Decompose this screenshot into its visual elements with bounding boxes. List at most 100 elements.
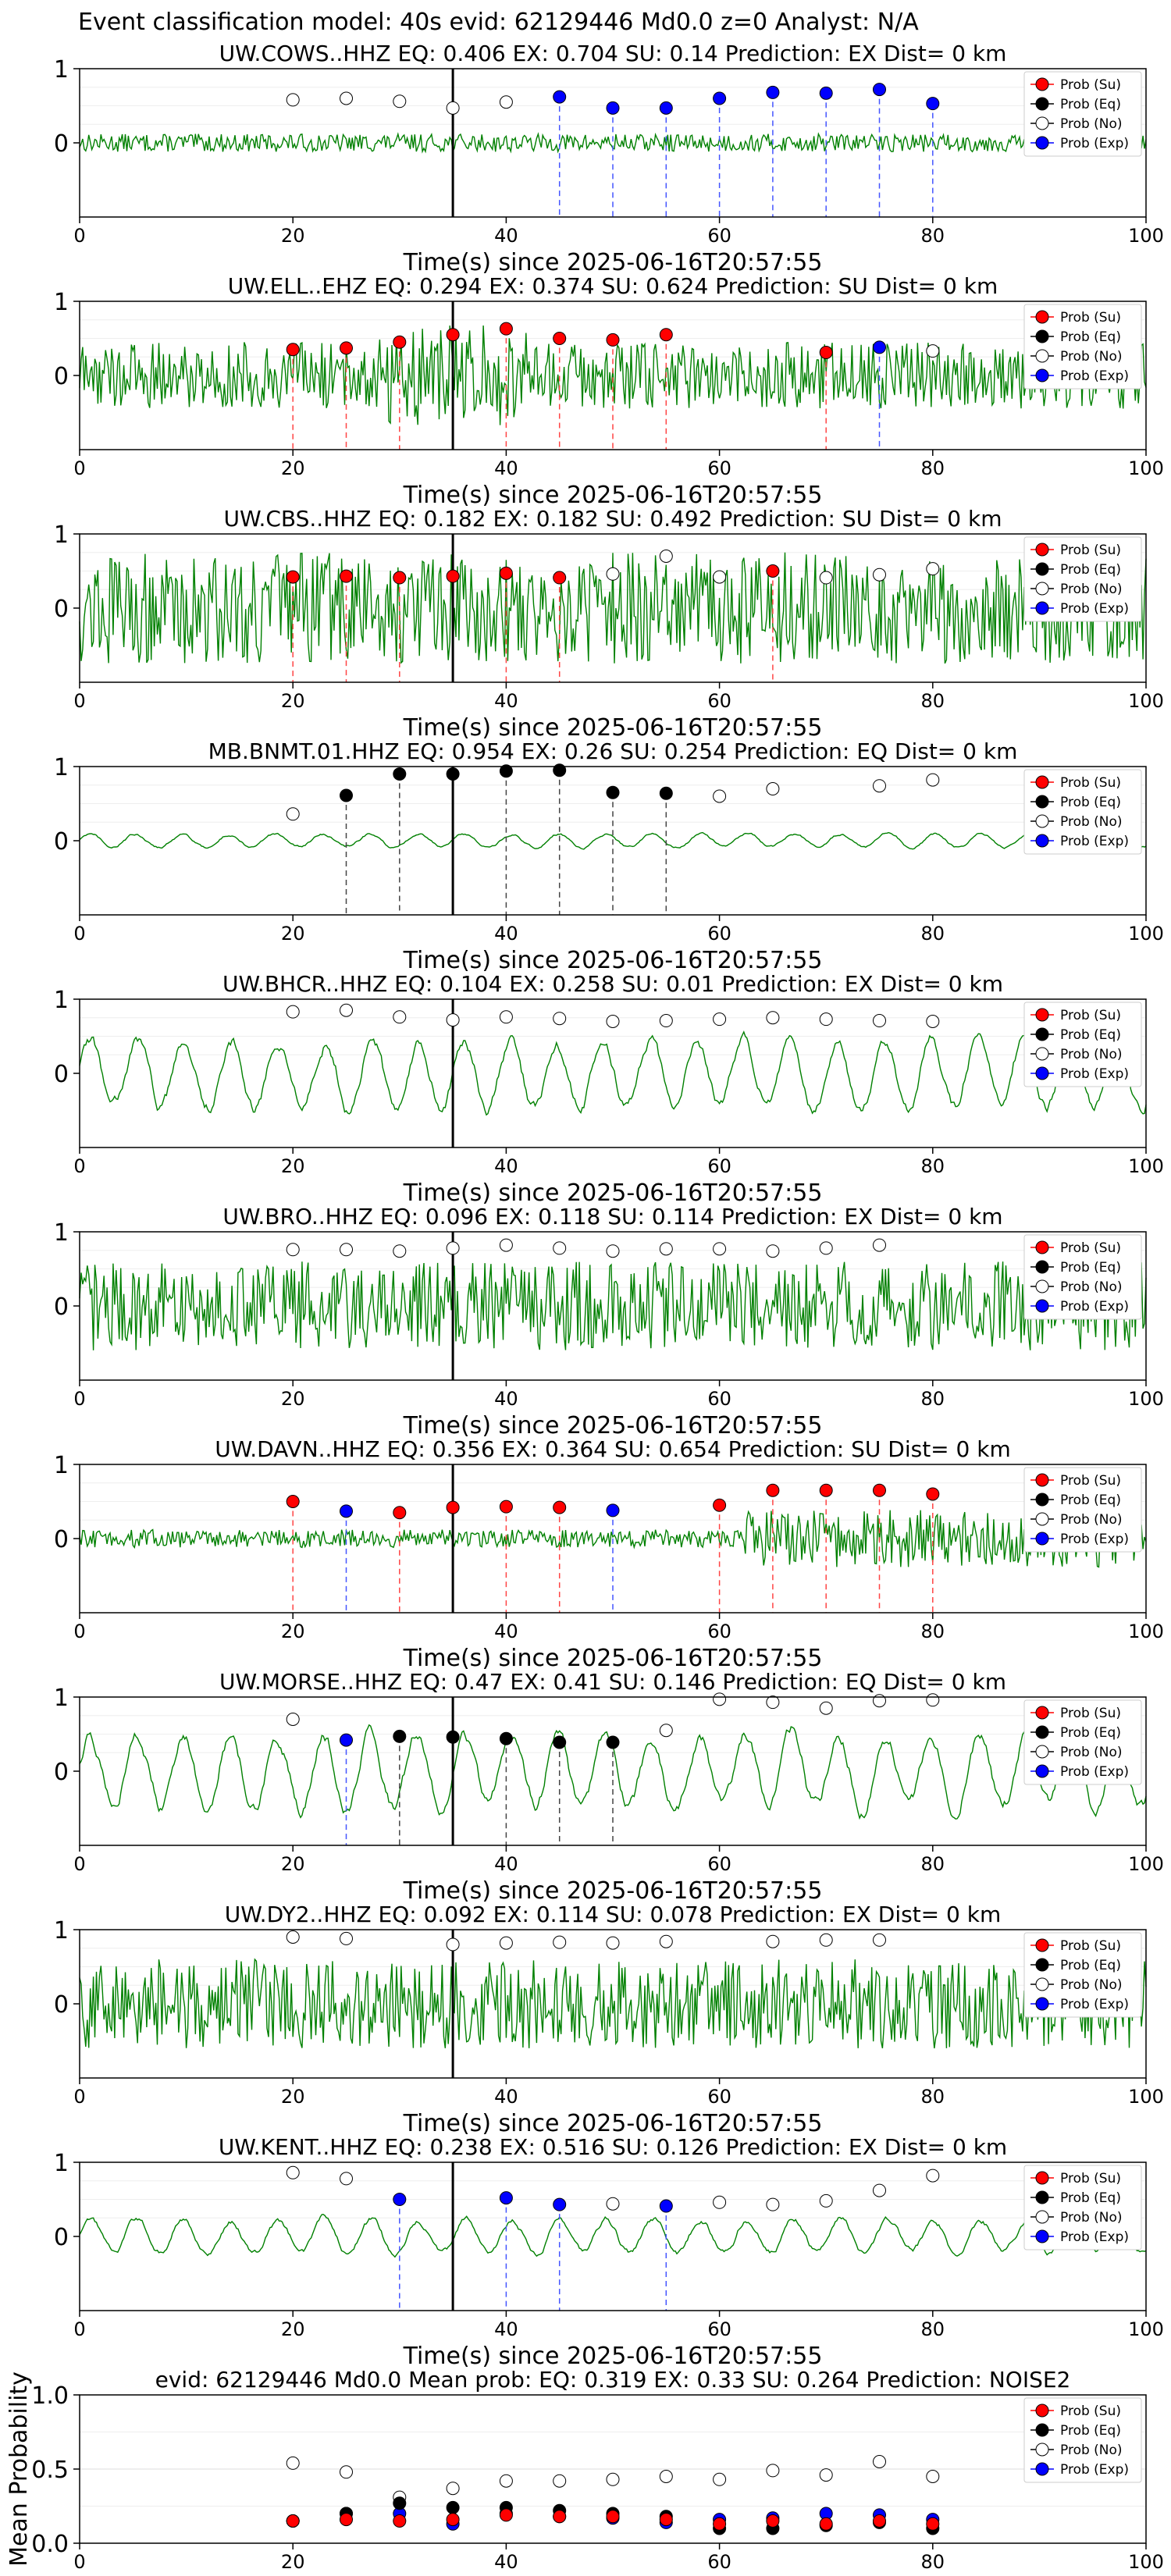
x-tick-label: 20 [281,225,305,247]
mean-marker-no [286,2456,300,2470]
legend-label-eq: Prob (Eq) [1060,562,1121,578]
prob-marker-exp [819,86,833,100]
legend-marker-eq [1035,2190,1049,2204]
prob-marker-no [286,2165,300,2179]
x-tick-label: 80 [921,457,945,479]
y-tick-label: 0 [54,1759,69,1786]
prob-marker-no [819,2194,833,2208]
x-tick-label: 40 [494,2086,518,2108]
panel-title: UW.MORSE..HHZ EQ: 0.47 EX: 0.41 SU: 0.14… [219,1669,1006,1695]
prob-marker-exp [393,2193,407,2206]
prob-marker-su [446,328,460,342]
y-tick-label: 0 [54,2224,69,2251]
y-tick-label: 0 [54,1293,69,1321]
legend-marker-no [1035,2210,1049,2224]
legend-label-eq: Prob (Eq) [1060,329,1121,345]
x-tick-label: 60 [707,1621,731,1642]
y-tick-label: 0 [54,363,69,390]
legend-marker-exp [1035,1532,1049,1546]
legend-label-exp: Prob (Exp) [1060,2229,1129,2245]
prob-marker-no [446,1013,460,1027]
prob-marker-eq [393,767,407,781]
prob-marker-su [286,1495,300,1508]
prob-marker-no [766,2197,780,2211]
legend-marker-no [1035,582,1049,596]
x-tick-label: 20 [281,923,305,945]
prob-marker-no [766,1934,780,1948]
prob-marker-no [819,1701,833,1715]
legend-marker-eq [1035,329,1049,343]
legend-marker-no [1035,1047,1049,1061]
prob-marker-eq [393,1729,407,1743]
x-tick-label: 40 [494,1155,518,1177]
x-tick-label: 100 [1128,1155,1164,1177]
prob-marker-no [606,1936,620,1950]
prob-marker-su [819,1483,833,1497]
legend-label-exp: Prob (Exp) [1060,601,1129,617]
x-tick-label: 60 [707,923,731,945]
legend-marker-su [1035,2171,1049,2185]
prob-marker-exp [659,101,673,115]
legend-label-su: Prob (Su) [1060,310,1121,326]
y-tick-label: 1 [54,1452,69,1479]
legend-marker-eq [1035,97,1049,111]
y-tick-label: 0.5 [31,2457,69,2484]
legend-marker-no [1035,1745,1049,1759]
legend-marker-su [1035,1240,1049,1254]
x-tick-label: 0 [73,1388,85,1410]
prob-marker-su [553,1500,567,1514]
x-tick-label: 20 [281,2551,305,2573]
legend-marker-exp [1035,368,1049,382]
panel-title: evid: 62129446 Md0.0 Mean prob: EQ: 0.31… [155,2367,1071,2393]
y-tick-label: 0 [54,596,69,623]
prob-marker-no [819,571,833,585]
x-tick-label: 100 [1128,2318,1164,2340]
prob-marker-no [286,807,300,821]
waveform-trace [79,831,1147,850]
prob-marker-eq [340,788,353,802]
prob-marker-no [659,1242,673,1256]
prob-marker-no [606,2197,620,2211]
prob-marker-no [873,1014,886,1028]
mean-marker-eq [393,2496,407,2510]
legend-label-no: Prob (No) [1060,1279,1123,1295]
prob-marker-eq [446,767,460,781]
y-axis-label: Mean Probability [5,2371,33,2567]
x-tick-label: 0 [73,690,85,712]
prob-marker-su [713,1498,727,1512]
prob-marker-no [713,1242,727,1256]
x-tick-label: 20 [281,2318,305,2340]
prob-marker-no [713,2195,727,2209]
legend-label-eq: Prob (Eq) [1060,2423,1121,2439]
mean-probability-panel: evid: 62129446 Md0.0 Mean prob: EQ: 0.31… [5,2367,1164,2573]
prob-marker-no [499,95,513,109]
x-tick-label: 60 [707,2086,731,2108]
prob-marker-exp [499,2191,513,2205]
legend-marker-eq [1035,795,1049,809]
x-tick-label: 100 [1128,457,1164,479]
x-tick-label: 40 [494,1853,518,1875]
x-tick-label: 60 [707,225,731,247]
x-tick-label: 100 [1128,1853,1164,1875]
prob-marker-exp [553,90,567,104]
prob-marker-no [819,1241,833,1255]
prob-marker-no [286,1005,300,1019]
prob-marker-no [713,1692,727,1706]
x-tick-label: 100 [1128,923,1164,945]
prob-marker-exp [766,85,780,99]
prob-marker-eq [606,1735,620,1749]
prob-marker-no [286,1243,300,1257]
y-tick-label: 1 [54,1685,69,1712]
x-tick-label: 100 [1128,225,1164,247]
x-tick-label: 60 [707,2318,731,2340]
prob-marker-no [446,1241,460,1255]
legend-label-su: Prob (Su) [1060,1008,1121,1023]
prob-marker-su [286,343,300,357]
prob-marker-su [393,571,407,585]
legend-marker-su [1035,775,1049,789]
legend-marker-exp [1035,834,1049,848]
x-tick-label: 0 [73,2086,85,2108]
prob-marker-no [286,93,300,107]
prob-marker-no [340,91,353,105]
prob-marker-su [926,1487,940,1501]
